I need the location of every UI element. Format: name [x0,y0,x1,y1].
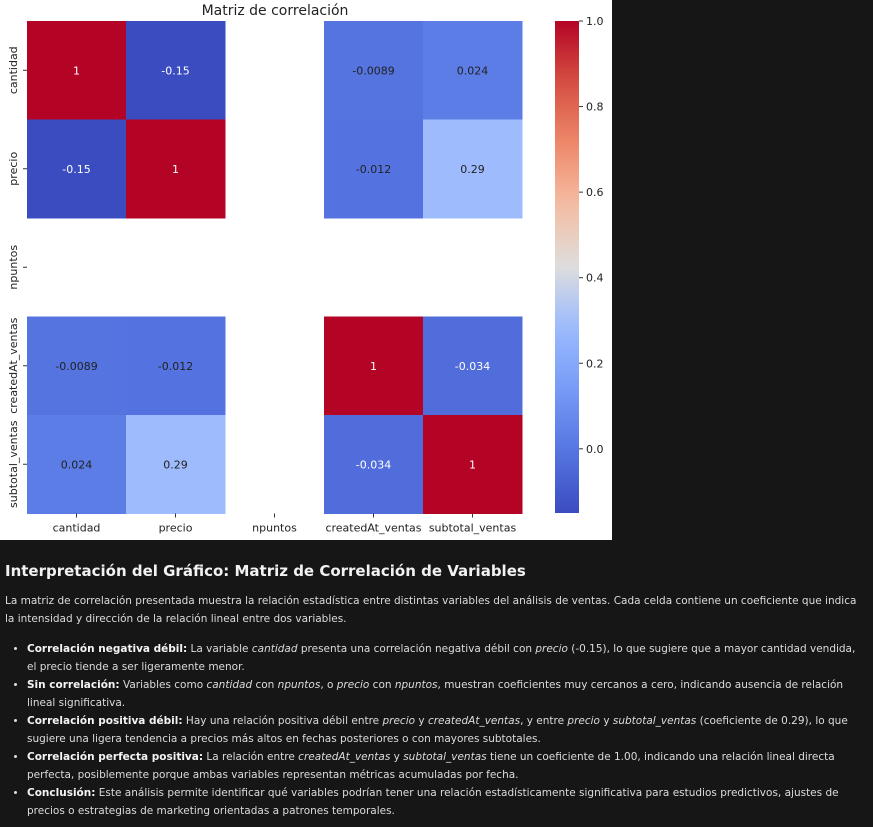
y-tick-label: createdAt_ventas [7,317,20,413]
variable-name: createdAt_ventas [298,751,391,763]
cell-value-label: 0.024 [61,458,93,471]
finding-text: y [599,715,613,727]
variable-name: precio [382,715,416,727]
y-tick-label: precio [7,152,20,186]
section-heading: Interpretación del Gráfico: Matriz de Co… [5,562,526,580]
colorbar-gradient [555,21,579,513]
cell-value-label: 0.29 [460,163,485,176]
correlation-heatmap: Matriz de correlación 1 -0.15 -0.0089 0.024… [7,3,604,535]
cell-value-label: -0.034 [356,458,391,471]
cell-value-label: 0.024 [457,64,489,77]
finding-text: presenta una correlación negativa débil … [297,643,536,655]
finding-text: y [390,751,404,763]
findings-list: Correlación negativa débil: La variable … [5,640,867,820]
finding-text: con [252,679,278,691]
finding-text: y [415,715,428,727]
finding-text: (-0.15), lo que sugiere que a mayor cant… [27,643,856,673]
heatmap-cell [126,316,226,416]
colorbar-tick-label: 0.0 [586,443,604,456]
heatmap-cell [423,21,523,120]
x-tick-label: npuntos [252,522,297,535]
finding-label: Correlación positiva débil: [27,715,183,727]
variable-name: cantidad [206,679,253,691]
finding-text: La variable [187,643,252,655]
finding-item: Correlación negativa débil: La variable … [27,640,867,676]
heatmap-cell [423,316,523,416]
finding-text: (coeficiente de 0.29), lo que sugiere un… [27,715,848,745]
cell-value-label: -0.0089 [352,64,394,77]
finding-label: Conclusión: [27,787,96,799]
variable-name: npuntos [394,679,438,691]
x-tick-label: cantidad [53,522,101,535]
finding-text: tiene un coeficiente de 1.00, indicando … [27,751,835,781]
colorbar-tick-label: 0.2 [586,357,604,370]
variable-name: precio [336,679,370,691]
heatmap-cell [324,415,424,514]
finding-text: La relación entre [203,751,299,763]
heatmap-cell [126,415,226,514]
variable-name: npuntos [277,679,321,691]
finding-label: Correlación perfecta positiva: [27,751,204,763]
finding-text: con [369,679,395,691]
intro-paragraph: La matriz de correlación presentada mues… [5,595,857,625]
variable-name: createdAt_ventas [427,715,521,727]
finding-text: Este análisis permite identificar qué va… [27,787,839,817]
cell-value-label: -0.15 [161,64,189,77]
y-tick-label: subtotal_ventas [7,420,20,508]
finding-item: Correlación perfecta positiva: La relaci… [27,748,867,784]
heatmap-cell [27,21,127,120]
cell-value-label: 0.29 [163,458,188,471]
x-tick-label: subtotal_ventas [429,522,517,535]
colorbar-tick-label: 1.0 [586,15,604,28]
heatmap-cell [423,119,523,219]
finding-item: Correlación positiva débil: Hay una rela… [27,712,867,748]
chart-title: Matriz de correlación [202,3,349,19]
heatmap-cells [27,21,523,514]
cell-value-label: -0.0089 [55,360,97,373]
y-tick-label: cantidad [7,46,20,94]
colorbar-tick-label: 0.6 [586,186,604,199]
heatmap-cell [27,316,127,416]
cell-value-label: 1 [469,458,476,471]
finding-label: Sin correlación: [27,679,120,691]
cell-value-label: -0.034 [455,360,490,373]
variable-name: cantidad [251,643,298,655]
heatmap-cell [27,415,127,514]
finding-text: , muestran coeficientes muy cercanos a c… [27,679,844,709]
finding-item: Conclusión: Este análisis permite identi… [27,784,867,820]
cell-value-label: -0.012 [356,163,391,176]
y-tick-label: npuntos [7,245,20,290]
cell-value-label: 1 [73,64,80,77]
finding-item: Sin correlación: Variables como cantidad… [27,676,867,712]
finding-text: , o [320,679,337,691]
interpretation-section: Interpretación del Gráfico: Matriz de Co… [5,562,867,820]
heatmap-axes: cantidad cantidad precio precio npuntos npunt… [7,46,516,534]
finding-text: Hay una relación positiva débil entre [182,715,383,727]
cell-value-label: 1 [172,163,179,176]
correlation-heatmap-figure: Matriz de correlación 1 -0.15 -0.0089 0.024… [0,0,612,540]
heatmap-cell [324,119,424,219]
cell-value-label: 1 [370,360,377,373]
finding-text: , y entre [520,715,568,727]
x-tick-label: precio [159,522,193,535]
heatmap-cell [126,21,226,120]
heatmap-cell-labels: 1 -0.15 -0.0089 0.024 -0.15 1 -0.012 0.29 -0.008… [55,64,490,471]
heatmap-cell [27,119,127,219]
cell-value-label: -0.012 [158,360,193,373]
heatmap-cell [324,21,424,120]
variable-name: subtotal_ventas [403,751,487,763]
variable-name: precio [535,643,568,655]
colorbar: 0.0 0.2 0.4 0.6 0.8 1.0 [555,15,604,513]
x-tick-label: createdAt_ventas [325,522,421,535]
finding-text: Variables como [119,679,207,691]
variable-name: precio [567,715,600,727]
heatmap-cell [423,415,523,514]
finding-label: Correlación negativa débil: [27,643,188,655]
cell-value-label: -0.15 [62,163,90,176]
colorbar-tick-label: 0.4 [586,272,604,285]
heatmap-cell [126,119,226,219]
colorbar-tick-label: 0.8 [586,101,604,114]
heatmap-cell [324,316,424,416]
variable-name: subtotal_ventas [612,715,697,727]
